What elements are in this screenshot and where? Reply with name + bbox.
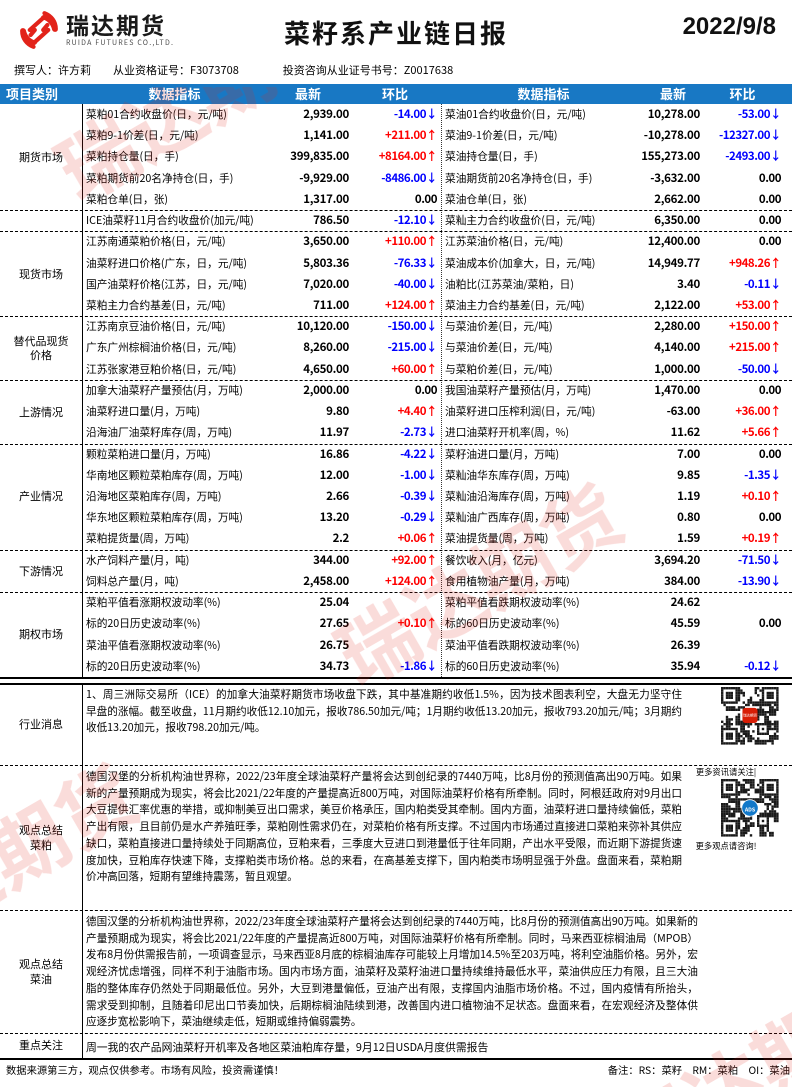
svg-text:瑞达期货: 瑞达期货: [743, 713, 757, 719]
svg-text:ADS: ADS: [744, 805, 756, 813]
